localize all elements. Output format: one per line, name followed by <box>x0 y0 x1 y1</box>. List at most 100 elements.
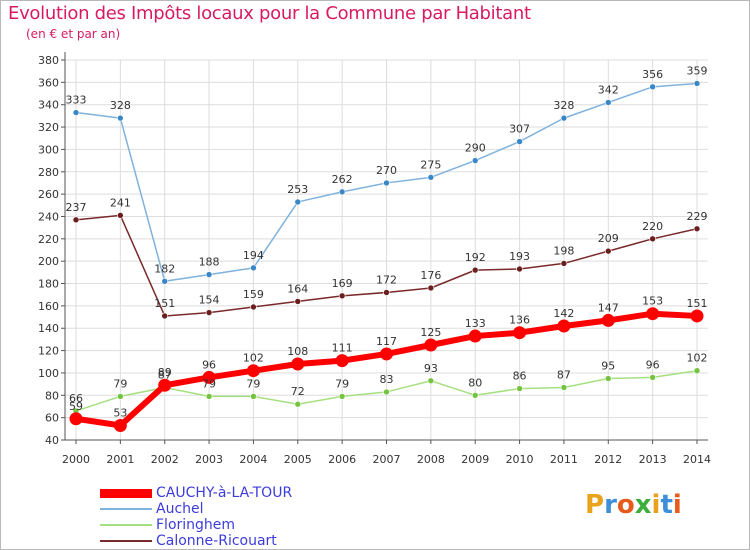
data-label-calonne-ricouart: 220 <box>642 220 663 233</box>
point-calonne-ricouart <box>693 225 701 233</box>
point-floringhem <box>649 374 656 381</box>
data-label-floringhem: 93 <box>424 362 438 375</box>
legend-label: Calonne-Ricouart <box>156 533 277 549</box>
point-floringhem <box>383 388 390 396</box>
grid-lines <box>65 59 708 441</box>
y-tick-labels: 40 60 80 100 120 140 160 180 200 220 240 260 280 300 3… <box>38 54 59 447</box>
legend-item: Auchel <box>100 501 360 517</box>
y-tick-label: 380 <box>38 54 59 67</box>
point-floringhem <box>294 400 302 408</box>
data-label-calonne-ricouart: 198 <box>553 244 574 257</box>
x-tick-label: 2002 <box>151 453 179 466</box>
data-label-auchel: 194 <box>243 249 264 262</box>
data-label-cauchy-la-tour: 142 <box>553 307 574 320</box>
point-auchel <box>471 157 479 164</box>
x-tick-label: 2001 <box>106 453 134 466</box>
data-label-floringhem: 79 <box>335 377 349 390</box>
point-calonne-ricouart <box>516 265 523 273</box>
point-floringhem <box>693 367 701 375</box>
data-label-calonne-ricouart: 169 <box>332 277 353 290</box>
data-label-auchel: 275 <box>420 158 441 171</box>
point-cauchy-la-tour <box>468 329 482 343</box>
point-floringhem <box>117 393 124 400</box>
data-label-floringhem: 79 <box>246 377 260 390</box>
data-label-auchel: 270 <box>376 164 397 177</box>
logo-letter: o <box>616 490 635 520</box>
point-cauchy-la-tour <box>335 354 349 368</box>
point-cauchy-la-tour <box>69 412 83 426</box>
data-label-auchel: 188 <box>199 256 220 269</box>
legend-item: Floringhem <box>100 517 360 533</box>
data-label-auchel: 307 <box>509 123 530 136</box>
legend-label: Auchel <box>156 501 204 517</box>
y-tick-label: 260 <box>38 188 59 201</box>
logo-letter: i <box>651 490 661 520</box>
chart-title: Evolution des Impôts locaux pour la Comm… <box>8 3 531 24</box>
x-tick-label: 2014 <box>683 453 711 466</box>
data-label-calonne-ricouart: 241 <box>110 196 131 209</box>
point-calonne-ricouart <box>294 298 302 305</box>
x-tick-label: 2013 <box>639 453 667 466</box>
point-auchel <box>338 188 346 196</box>
point-cauchy-la-tour <box>601 313 615 327</box>
point-auchel <box>250 264 257 272</box>
y-tick-label: 60 <box>45 412 59 425</box>
logo-letter: r <box>604 490 617 520</box>
y-tick-label: 320 <box>38 121 59 134</box>
data-label-auchel: 253 <box>287 183 308 196</box>
data-label-floringhem: 86 <box>513 370 527 383</box>
x-tick-label: 2005 <box>284 453 312 466</box>
point-floringhem <box>250 393 257 400</box>
data-label-auchel: 342 <box>598 83 619 96</box>
data-label-calonne-ricouart: 237 <box>66 201 87 214</box>
point-cauchy-la-tour <box>557 319 571 333</box>
point-calonne-ricouart <box>471 266 479 274</box>
point-floringhem <box>427 377 435 385</box>
y-tick-label: 360 <box>38 76 59 89</box>
point-floringhem <box>471 391 479 399</box>
data-label-cauchy-la-tour: 136 <box>509 314 530 327</box>
x-tick-label: 2000 <box>62 453 90 466</box>
point-calonne-ricouart <box>161 312 169 320</box>
data-label-floringhem: 87 <box>158 368 172 381</box>
point-auchel <box>560 114 568 122</box>
data-label-cauchy-la-tour: 151 <box>687 297 708 310</box>
axes <box>61 52 708 444</box>
data-label-calonne-ricouart: 192 <box>465 251 486 264</box>
data-label-auchel: 333 <box>66 94 87 107</box>
point-floringhem <box>205 393 213 400</box>
x-tick-label: 2006 <box>328 453 356 466</box>
point-calonne-ricouart <box>117 212 124 219</box>
proxiti-logo: Proxiti <box>585 490 682 520</box>
y-tick-label: 200 <box>38 255 59 268</box>
data-label-calonne-ricouart: 172 <box>376 273 397 286</box>
logo-letter: x <box>634 490 652 520</box>
point-calonne-ricouart <box>427 284 435 292</box>
point-auchel <box>383 179 390 187</box>
data-label-floringhem: 102 <box>687 352 708 365</box>
series-layer <box>69 80 704 432</box>
point-cauchy-la-tour <box>646 307 660 321</box>
point-cauchy-la-tour <box>513 326 527 340</box>
point-floringhem <box>516 385 523 392</box>
data-label-cauchy-la-tour: 59 <box>69 400 83 413</box>
y-tick-label: 100 <box>38 367 59 380</box>
point-auchel <box>649 83 656 91</box>
point-cauchy-la-tour <box>690 309 704 323</box>
data-label-cauchy-la-tour: 111 <box>332 342 353 355</box>
point-cauchy-la-tour <box>424 338 438 352</box>
x-tick-label: 2007 <box>373 453 401 466</box>
point-calonne-ricouart <box>250 303 257 311</box>
y-tick-label: 80 <box>45 389 59 402</box>
point-calonne-ricouart <box>604 247 612 255</box>
data-label-auchel: 262 <box>332 173 353 186</box>
y-tick-label: 40 <box>45 434 59 447</box>
x-tick-label: 2011 <box>550 453 578 466</box>
data-label-auchel: 328 <box>110 99 131 112</box>
point-calonne-ricouart <box>649 235 656 243</box>
y-tick-label: 280 <box>38 166 59 179</box>
data-label-cauchy-la-tour: 96 <box>202 358 216 371</box>
legend-swatch <box>100 524 152 526</box>
